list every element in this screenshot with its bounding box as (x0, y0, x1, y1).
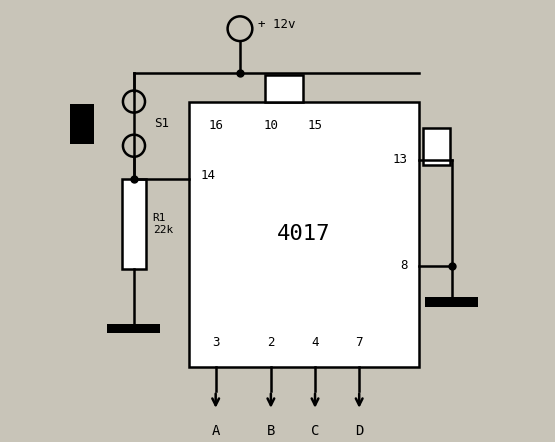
Text: 4017: 4017 (278, 224, 331, 244)
Text: 14: 14 (200, 169, 215, 182)
Bar (122, 179, 146, 269)
Bar (108, 324, 160, 333)
Text: 7: 7 (355, 336, 363, 349)
Text: 3: 3 (212, 336, 219, 349)
Text: 4: 4 (311, 336, 319, 349)
Text: 16: 16 (208, 119, 223, 132)
Text: 2: 2 (267, 336, 275, 349)
Text: C: C (311, 424, 319, 438)
Text: 10: 10 (264, 119, 279, 132)
Text: + 12v: + 12v (258, 18, 295, 31)
Text: 15: 15 (307, 119, 322, 132)
Text: 13: 13 (393, 153, 408, 166)
Text: B: B (267, 424, 275, 438)
Bar (189, 102, 419, 366)
Bar (423, 128, 450, 165)
Text: A: A (211, 424, 220, 438)
Text: 8: 8 (400, 259, 408, 272)
Bar (70, 104, 94, 144)
Text: D: D (355, 424, 364, 438)
Text: S1: S1 (154, 117, 169, 130)
Bar (426, 297, 478, 307)
Text: R1
22k: R1 22k (153, 213, 173, 235)
Bar (265, 75, 303, 102)
